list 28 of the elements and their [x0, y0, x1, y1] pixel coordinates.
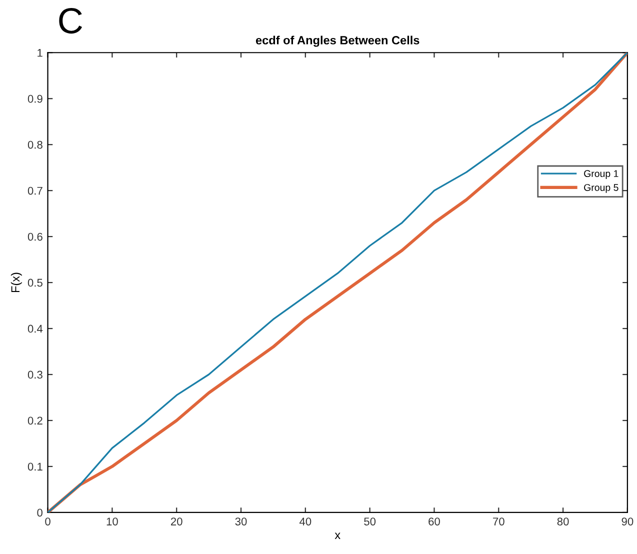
x-tick-label: 80: [557, 518, 569, 526]
y-tick-label: 0.5: [28, 278, 42, 287]
text: C: [59, 8, 82, 34]
x-axis-title: x: [334, 532, 340, 539]
y-tick-label: 0.6: [28, 232, 42, 241]
y-tick-label: 0.3: [28, 370, 42, 379]
x-tick-label: 20: [170, 518, 182, 526]
y-axis-title: F(x): [10, 272, 22, 292]
x-tick-label: 10: [106, 518, 118, 526]
x-tick-label: 40: [299, 518, 312, 526]
x-tick-label: 70: [493, 518, 504, 526]
y-tick-label: 0.4: [28, 324, 43, 333]
y-tick-label: 0.7: [28, 186, 42, 195]
legend-label: Group 5: [584, 184, 618, 193]
x-tick-label: 90: [622, 518, 634, 526]
y-tick-label: 0: [37, 508, 42, 517]
x-tick-label: 60: [428, 518, 440, 526]
chart-title: ecdf of Angles Between Cells: [256, 36, 420, 47]
y-tick-label: 0.2: [28, 416, 42, 425]
y-tick-label: 1: [38, 49, 42, 57]
x-tick-label: 50: [364, 518, 376, 526]
y-tick-label: 0.9: [28, 94, 42, 103]
x-tick-label: 0: [45, 518, 50, 526]
legend-label: Group 1: [584, 170, 618, 179]
y-tick-label: 0.1: [28, 462, 42, 471]
x-tick-label: 30: [235, 518, 247, 526]
line-series: [48, 52, 628, 512]
y-tick-label: 0.8: [28, 140, 42, 149]
